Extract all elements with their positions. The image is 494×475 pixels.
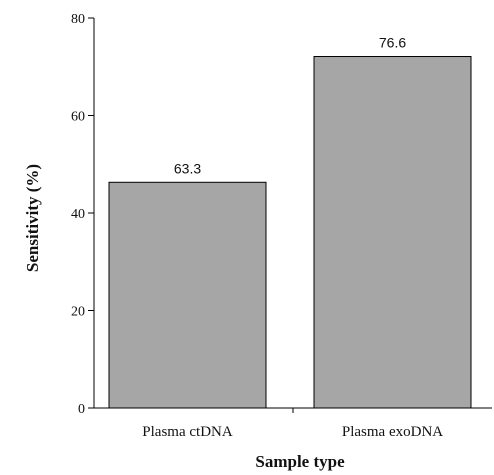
data-label: 76.6 bbox=[379, 35, 406, 51]
x-axis-title: Sample type bbox=[255, 452, 345, 471]
y-tick-label: 60 bbox=[71, 110, 85, 125]
data-label: 63.3 bbox=[174, 160, 201, 176]
x-tick-label: Plasma exoDNA bbox=[342, 424, 443, 440]
bar-plasma-exodna bbox=[313, 56, 472, 409]
bars bbox=[108, 56, 472, 409]
y-axis-title: Sensitivity (%) bbox=[23, 164, 42, 272]
y-tick-label: 40 bbox=[71, 207, 85, 222]
y-tick-label: 80 bbox=[71, 12, 85, 27]
bar-plasma-ctdna bbox=[108, 181, 267, 409]
x-axis: Plasma ctDNA Plasma exoDNA bbox=[94, 407, 492, 440]
data-labels: 63.3 76.6 bbox=[174, 35, 406, 177]
x-tick-label: Plasma ctDNA bbox=[142, 424, 233, 440]
y-axis: 0 20 40 60 80 bbox=[71, 12, 95, 417]
y-tick-label: 0 bbox=[78, 402, 85, 417]
y-tick-label: 20 bbox=[71, 305, 85, 320]
